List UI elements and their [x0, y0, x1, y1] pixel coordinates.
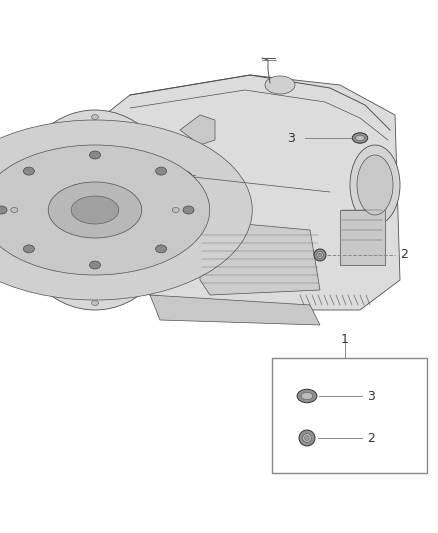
- Ellipse shape: [299, 430, 315, 446]
- Ellipse shape: [23, 245, 35, 253]
- Ellipse shape: [265, 76, 295, 94]
- Polygon shape: [180, 115, 215, 145]
- Ellipse shape: [172, 207, 179, 213]
- Ellipse shape: [303, 434, 311, 442]
- Ellipse shape: [357, 155, 393, 215]
- Ellipse shape: [183, 206, 194, 214]
- Text: 2: 2: [367, 432, 375, 445]
- Ellipse shape: [297, 389, 317, 403]
- Ellipse shape: [92, 301, 99, 305]
- Ellipse shape: [350, 145, 400, 225]
- Ellipse shape: [71, 196, 119, 224]
- Text: 3: 3: [367, 390, 375, 402]
- Ellipse shape: [317, 252, 323, 259]
- Polygon shape: [35, 75, 400, 310]
- Ellipse shape: [89, 151, 100, 159]
- Ellipse shape: [318, 253, 322, 257]
- Ellipse shape: [301, 392, 313, 400]
- Ellipse shape: [0, 120, 252, 300]
- Ellipse shape: [10, 110, 180, 310]
- Text: 1: 1: [341, 333, 349, 346]
- Text: 3: 3: [287, 132, 295, 144]
- Text: 2: 2: [400, 248, 408, 262]
- FancyBboxPatch shape: [340, 210, 385, 265]
- Ellipse shape: [304, 435, 309, 440]
- Ellipse shape: [356, 135, 364, 141]
- Ellipse shape: [11, 207, 18, 213]
- Ellipse shape: [48, 182, 142, 238]
- Ellipse shape: [155, 167, 166, 175]
- Ellipse shape: [314, 249, 326, 261]
- Ellipse shape: [0, 206, 7, 214]
- Ellipse shape: [352, 133, 367, 143]
- Polygon shape: [200, 220, 320, 295]
- Polygon shape: [150, 295, 320, 325]
- Ellipse shape: [155, 245, 166, 253]
- Ellipse shape: [89, 261, 100, 269]
- Ellipse shape: [23, 167, 35, 175]
- Ellipse shape: [0, 145, 210, 275]
- Bar: [272, 358, 427, 473]
- Ellipse shape: [92, 115, 99, 119]
- Ellipse shape: [175, 171, 195, 199]
